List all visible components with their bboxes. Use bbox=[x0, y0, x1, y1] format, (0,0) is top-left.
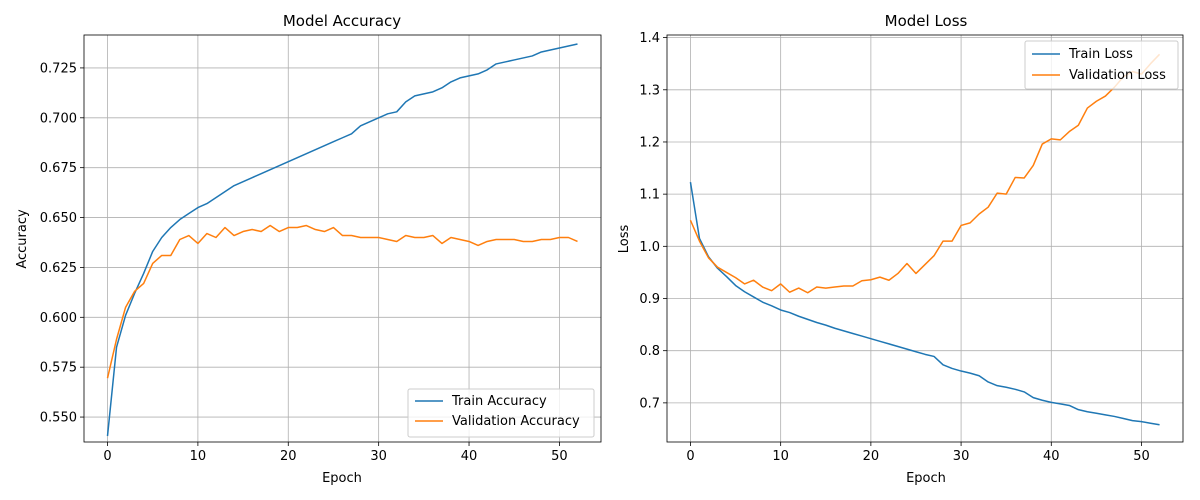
accuracy-chart: Model Accuracy 0 10 20 30 40 50 0.550 0.575 0.60… bbox=[15, 12, 602, 486]
x-tick-label: 20 bbox=[280, 449, 297, 464]
legend-label-train: Train Accuracy bbox=[451, 394, 547, 409]
y-tick-label: 1.4 bbox=[639, 31, 660, 46]
x-axis-label: Epoch bbox=[322, 471, 362, 486]
x-axis-label: Epoch bbox=[906, 471, 946, 486]
legend-label-validation: Validation Loss bbox=[1069, 68, 1166, 83]
legend-box bbox=[407, 388, 595, 438]
series-line-validation-accuracy bbox=[106, 224, 578, 379]
y-tick-label: 0.675 bbox=[40, 161, 77, 176]
y-tick-label: 1.0 bbox=[639, 240, 660, 255]
x-tick-label: 20 bbox=[863, 449, 880, 464]
x-tick-label: 40 bbox=[1043, 449, 1060, 464]
chart-title: Model Accuracy bbox=[283, 12, 401, 30]
chart-title: Model Loss bbox=[885, 12, 968, 30]
series-line-validation-loss bbox=[689, 53, 1161, 294]
x-tick-label: 10 bbox=[772, 449, 789, 464]
x-tick-label: 50 bbox=[551, 449, 568, 464]
y-tick-label: 0.625 bbox=[40, 261, 77, 276]
y-tick-label: 0.725 bbox=[40, 61, 77, 76]
series-line-train-loss bbox=[689, 182, 1160, 426]
y-tick-label: 0.550 bbox=[40, 411, 77, 426]
legend-label-validation: Validation Accuracy bbox=[452, 414, 580, 429]
x-tick-label: 0 bbox=[686, 449, 694, 464]
y-tick-label: 1.3 bbox=[639, 83, 660, 98]
axes-frame bbox=[83, 34, 602, 443]
x-tick-label: 50 bbox=[1133, 449, 1150, 464]
y-tick-label: 0.700 bbox=[40, 111, 77, 126]
y-tick-label: 0.8 bbox=[639, 344, 660, 359]
y-axis-label: Loss bbox=[617, 225, 632, 254]
x-tick-label: 30 bbox=[370, 449, 387, 464]
plot-area: 0 10 20 30 40 50 0.550 0.575 0.600 0.625 0.650 0.67… bbox=[40, 34, 602, 464]
y-tick-label: 0.575 bbox=[40, 361, 77, 376]
legend: Train Loss Validation Loss bbox=[1024, 40, 1179, 90]
plot-area: 0 10 20 30 40 50 0.7 0.8 0.9 1.0 1.1 1.2 1.3 1.4 bbox=[639, 31, 1184, 464]
y-tick-label: 1.2 bbox=[639, 135, 660, 150]
x-tick-label: 0 bbox=[103, 449, 111, 464]
x-tick-label: 40 bbox=[461, 449, 478, 464]
y-tick-label: 0.650 bbox=[40, 211, 77, 226]
series-line-train-accuracy bbox=[106, 43, 578, 437]
legend: Train Accuracy Validation Accuracy bbox=[407, 388, 595, 438]
legend-label-train: Train Loss bbox=[1068, 47, 1133, 62]
legend-box bbox=[1024, 40, 1179, 90]
x-tick-label: 10 bbox=[190, 449, 207, 464]
axes-frame bbox=[666, 34, 1184, 443]
x-tick-label: 30 bbox=[953, 449, 970, 464]
loss-chart: Model Loss 0 10 20 30 40 50 0.7 0.8 0.9 1.0 1.1 1.2… bbox=[617, 12, 1184, 486]
y-axis-label: Accuracy bbox=[15, 209, 30, 269]
y-tick-label: 0.7 bbox=[639, 396, 660, 411]
y-tick-label: 0.600 bbox=[40, 311, 77, 326]
y-tick-label: 1.1 bbox=[639, 188, 660, 203]
y-tick-label: 0.9 bbox=[639, 292, 660, 307]
